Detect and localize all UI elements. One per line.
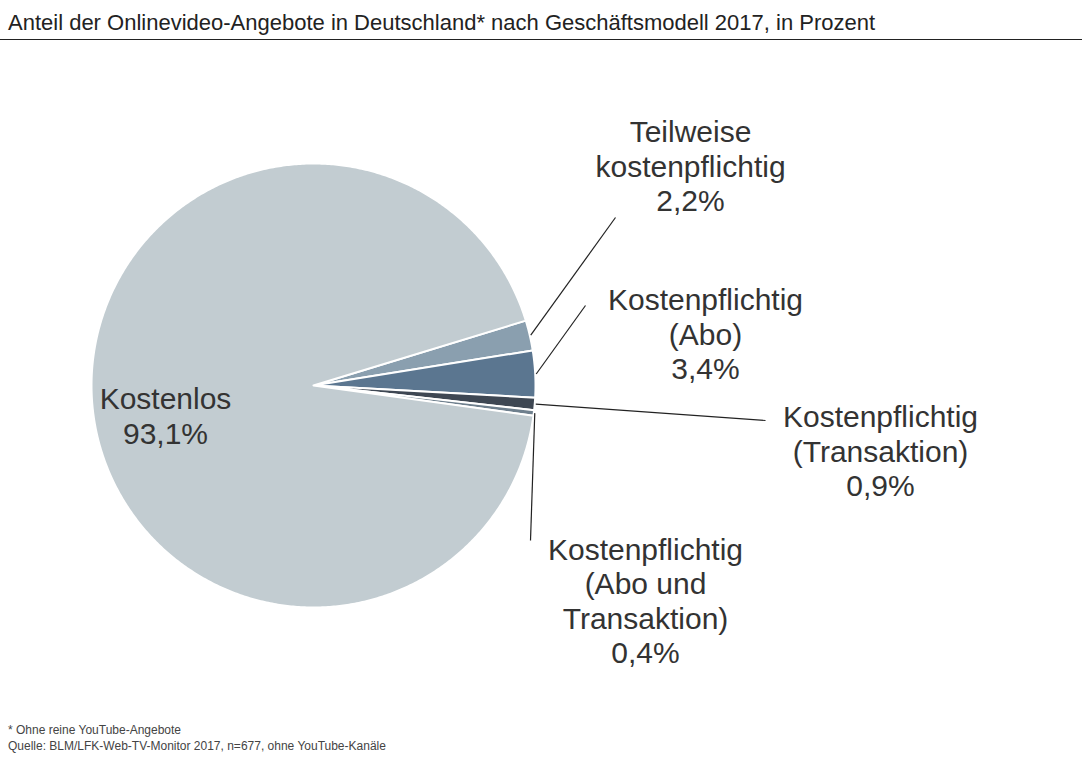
svg-text:Kostenlos93,1%: Kostenlos93,1% xyxy=(100,382,232,450)
svg-text:Kostenpflichtig(Abo)3,4%: Kostenpflichtig(Abo)3,4% xyxy=(608,283,803,385)
svg-text:Kostenpflichtig(Transaktion)0,: Kostenpflichtig(Transaktion)0,9% xyxy=(783,400,978,502)
svg-text:Teilweisekostenpflichtig2,2%: Teilweisekostenpflichtig2,2% xyxy=(595,115,785,217)
html-text:* Ohne reine YouTube-Angebote: * Ohne reine YouTube-Angebote xyxy=(8,723,181,737)
svg-text:Kostenpflichtig(Abo undTransak: Kostenpflichtig(Abo undTransaktion)0,4% xyxy=(548,533,743,669)
html-text:Anteil der Onlinevideo-Angebot: Anteil der Onlinevideo-Angebote in Deuts… xyxy=(8,10,876,35)
html-text:Quelle: BLM/LFK-Web-TV-Monitor: Quelle: BLM/LFK-Web-TV-Monitor 2017, n=6… xyxy=(8,739,386,753)
